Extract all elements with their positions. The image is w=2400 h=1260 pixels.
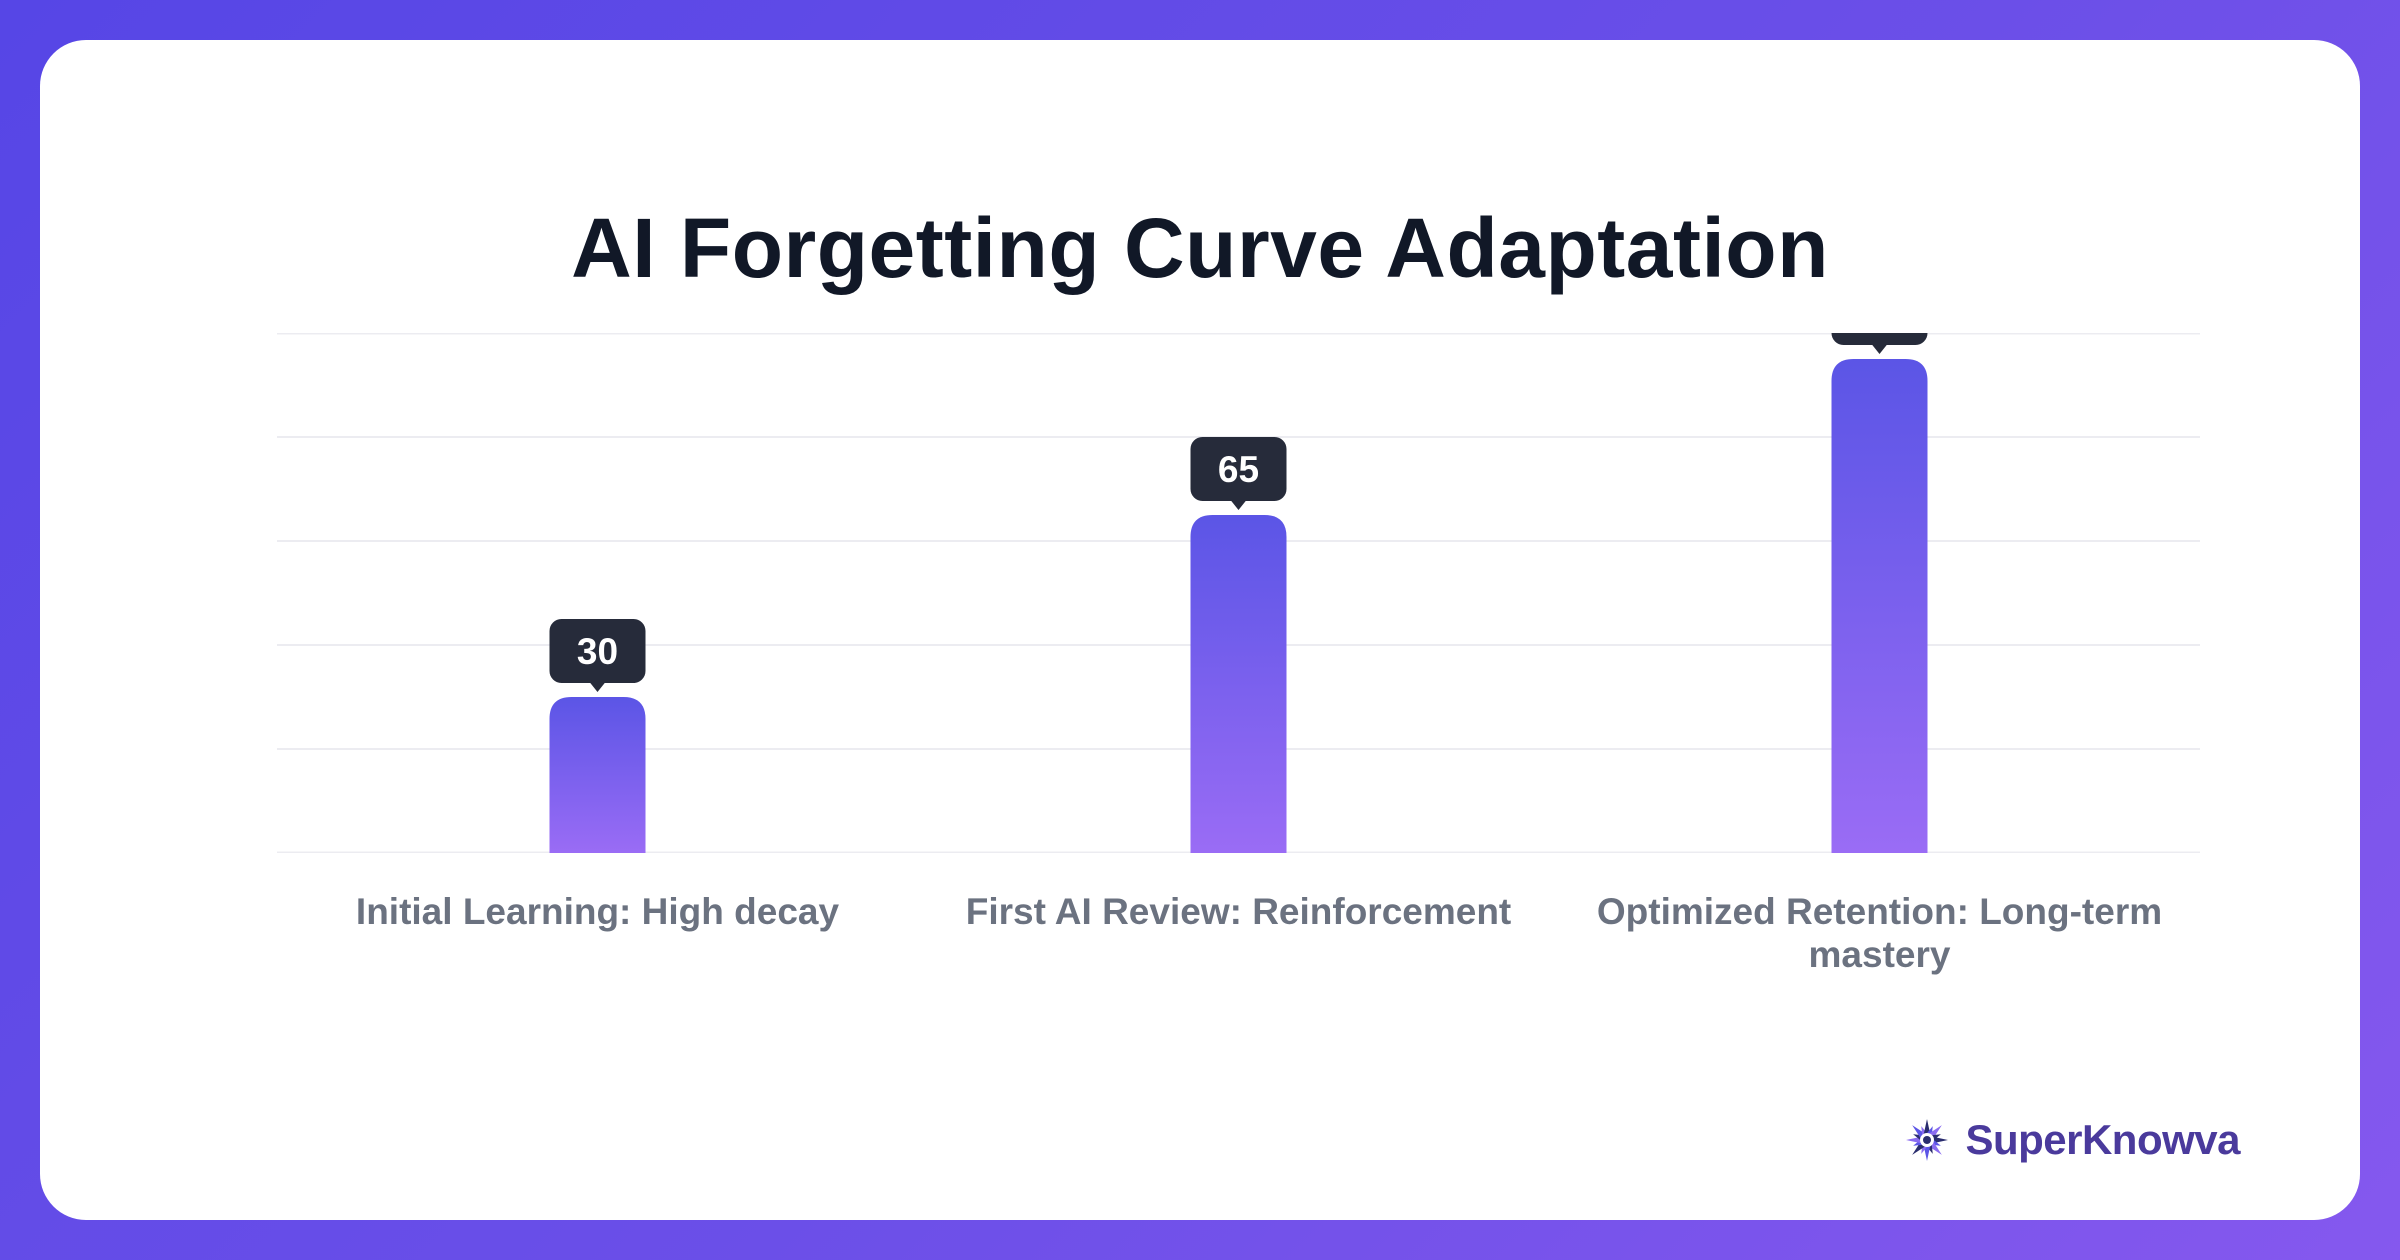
chart-title: AI Forgetting Curve Adaptation bbox=[571, 201, 1829, 295]
x-tick-label: Optimized Retention: Long-term mastery bbox=[1596, 891, 2163, 975]
data-label-pointer bbox=[1230, 500, 1247, 510]
data-label-text: 65 bbox=[1218, 449, 1259, 490]
plot-area: 30 65 95 bbox=[277, 333, 2200, 853]
data-label-text: 95 bbox=[1859, 333, 1900, 334]
data-label-bubble bbox=[549, 619, 646, 683]
data-label-text: 30 bbox=[577, 631, 618, 672]
brand-name: SuperKnowva bbox=[1965, 1116, 2240, 1163]
data-label: 65 bbox=[1190, 437, 1287, 510]
x-axis-labels: Initial Learning: High decay First AI Rev… bbox=[277, 890, 2200, 990]
bar-chart: 30 65 95 bbox=[277, 333, 2200, 853]
brand-logo: SuperKnowva bbox=[1903, 1116, 2240, 1164]
bar bbox=[1190, 515, 1287, 853]
starburst-logo-icon bbox=[1906, 1119, 1949, 1161]
chart-card: AI Forgetting Curve Adaptation 30 65 95 In… bbox=[40, 40, 2360, 1220]
data-label-pointer bbox=[1871, 344, 1888, 354]
x-tick-label: Initial Learning: High decay bbox=[355, 891, 840, 932]
data-label-bubble bbox=[1190, 437, 1287, 501]
data-label-pointer bbox=[589, 682, 606, 692]
data-label-bubble bbox=[1831, 333, 1928, 345]
bar bbox=[549, 697, 646, 853]
bar bbox=[1831, 359, 1928, 853]
x-tick-label: First AI Review: Reinforcement bbox=[965, 891, 1512, 932]
data-label: 30 bbox=[549, 619, 646, 692]
data-label: 95 bbox=[1831, 333, 1928, 354]
